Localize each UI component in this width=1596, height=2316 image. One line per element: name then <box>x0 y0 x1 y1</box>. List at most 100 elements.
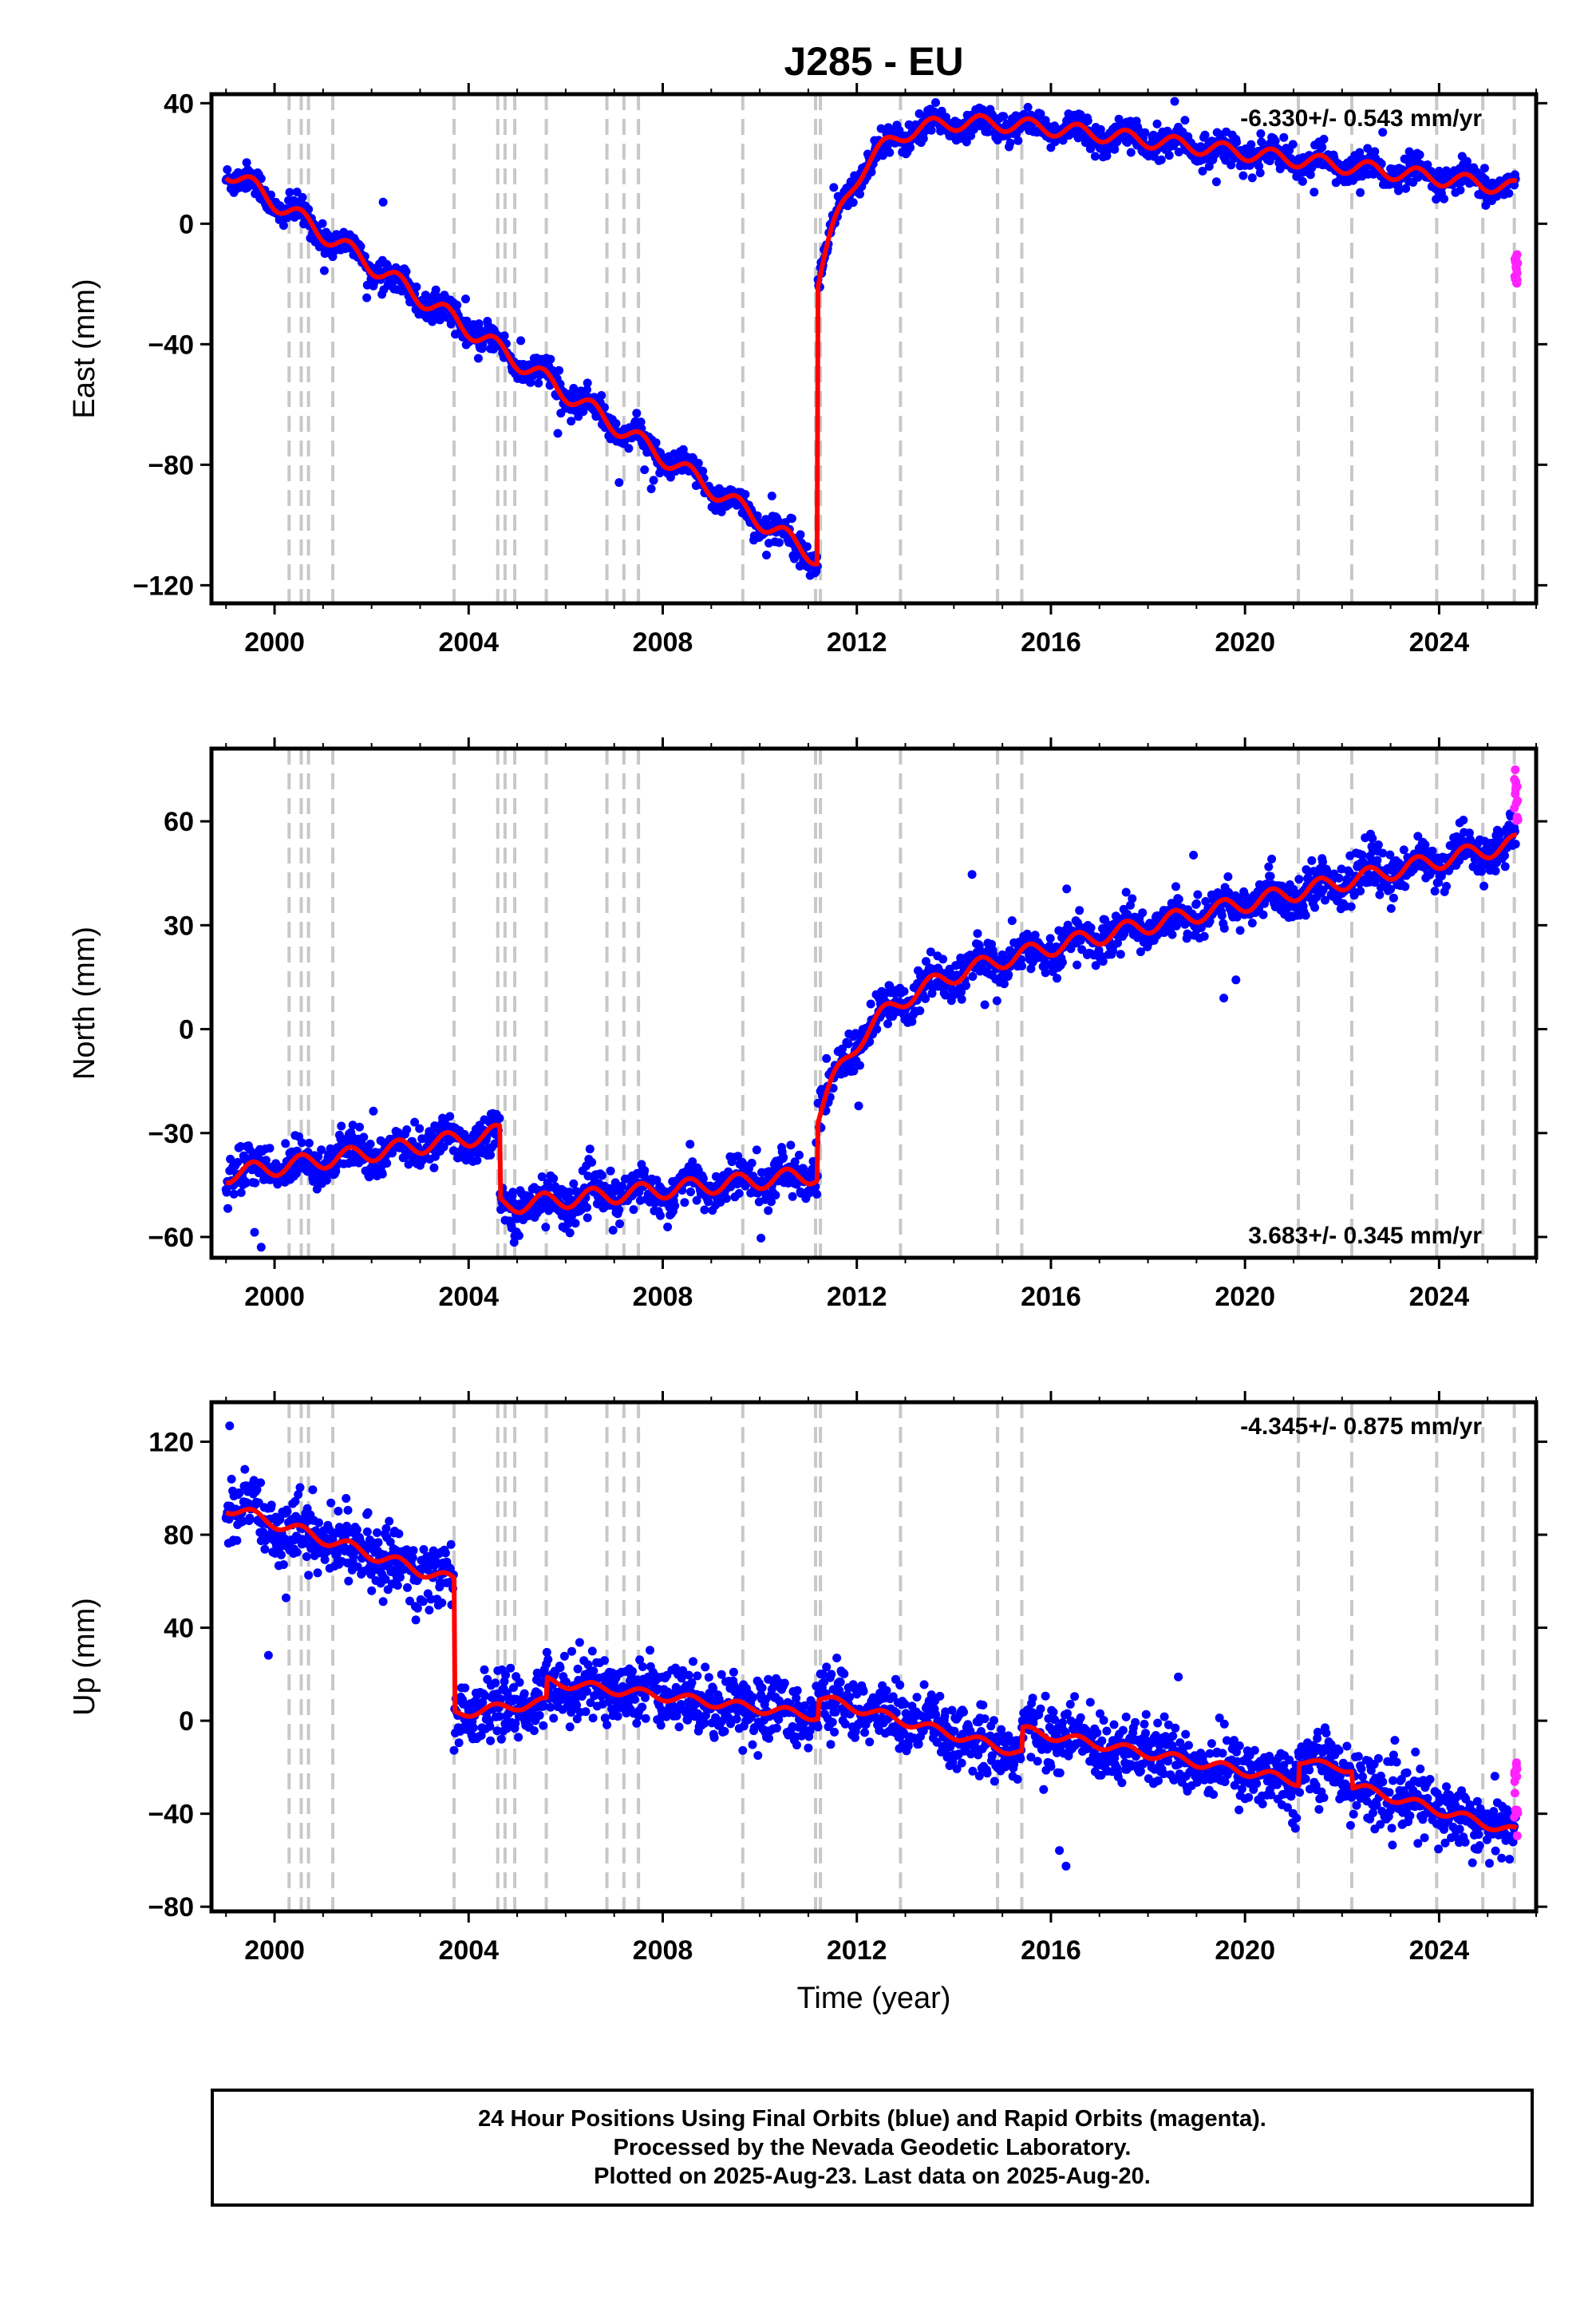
data-point <box>1247 173 1257 183</box>
data-point <box>1389 893 1398 903</box>
data-point <box>276 1550 286 1559</box>
data-point <box>1334 873 1344 883</box>
data-point <box>320 1555 330 1564</box>
data-point <box>1227 160 1236 170</box>
data-point <box>1126 148 1136 157</box>
east-y-axis-title: East (mm) <box>68 279 101 418</box>
data-point <box>926 125 936 135</box>
data-point <box>686 1188 695 1196</box>
rapid-point <box>1510 804 1519 813</box>
data-point <box>508 1188 518 1197</box>
data-point <box>412 283 421 291</box>
rapid-point <box>1510 775 1519 785</box>
data-point <box>411 1615 421 1625</box>
data-point <box>752 1145 761 1155</box>
data-point <box>565 1228 575 1238</box>
data-point <box>546 354 555 364</box>
data-point <box>812 1189 822 1199</box>
data-point <box>583 385 591 394</box>
data-point <box>1045 934 1055 943</box>
data-point <box>1023 102 1033 112</box>
x-tick-label: 2004 <box>438 627 499 658</box>
data-point <box>762 551 771 559</box>
data-point <box>1317 143 1327 152</box>
data-point <box>1279 132 1289 142</box>
data-point <box>1086 923 1096 932</box>
data-point <box>788 1192 797 1201</box>
x-tick-label: 2016 <box>1021 627 1081 658</box>
data-point <box>1098 957 1108 966</box>
north-rate-label: 3.683+/- 0.345 mm/yr <box>1248 1223 1482 1249</box>
data-point <box>611 419 621 429</box>
data-point <box>867 168 876 177</box>
data-point <box>292 188 302 197</box>
data-point <box>967 870 977 879</box>
x-tick-label: 2024 <box>1409 1282 1470 1312</box>
data-point <box>656 1211 665 1220</box>
data-point <box>1401 184 1411 193</box>
data-point <box>1062 884 1072 894</box>
data-point <box>848 198 858 207</box>
data-point <box>666 472 675 482</box>
data-point <box>395 1572 405 1582</box>
data-point <box>309 1176 318 1186</box>
model-line <box>224 113 1519 567</box>
data-point <box>583 1203 591 1212</box>
data-point <box>1378 128 1388 137</box>
data-point <box>962 981 970 990</box>
data-point <box>485 1721 495 1731</box>
rapid-point <box>1511 264 1521 274</box>
data-point <box>229 1189 239 1199</box>
data-point <box>337 1121 346 1131</box>
data-point <box>233 1157 243 1167</box>
data-point <box>685 1140 695 1149</box>
data-point <box>534 378 543 388</box>
data-point <box>295 1483 305 1492</box>
data-point <box>753 511 762 520</box>
data-point <box>700 1205 709 1215</box>
data-point <box>915 1006 925 1015</box>
data-point <box>1413 172 1423 182</box>
data-point <box>263 1650 273 1660</box>
data-point <box>302 1552 311 1561</box>
data-point <box>1223 872 1233 881</box>
data-point <box>680 1198 689 1207</box>
data-point <box>899 986 909 996</box>
data-point <box>1191 899 1201 908</box>
data-point <box>1479 881 1489 891</box>
data-point <box>282 1507 292 1516</box>
data-point <box>640 465 650 475</box>
data-point <box>256 1243 266 1252</box>
data-point <box>236 1188 246 1197</box>
data-point <box>632 409 642 418</box>
data-point <box>583 378 592 388</box>
data-point <box>649 476 658 485</box>
data-point <box>486 1736 496 1745</box>
data-point <box>385 1516 394 1526</box>
data-point <box>282 1593 290 1603</box>
data-point <box>1307 856 1317 865</box>
data-point <box>472 1156 482 1165</box>
data-point <box>1373 856 1382 865</box>
data-point <box>796 530 805 539</box>
data-point <box>764 1206 773 1215</box>
data-point <box>866 999 875 1009</box>
north-panel: 2000 2004 2008 2012 2016 2020 2024−60−3003060N… <box>68 737 1547 1312</box>
data-point <box>378 197 388 207</box>
north-y-axis-title: North (mm) <box>68 927 101 1080</box>
x-tick-label: 2016 <box>1021 1282 1081 1312</box>
data-point <box>1121 887 1131 897</box>
data-point <box>1138 908 1148 918</box>
data-point <box>1491 866 1500 875</box>
data-point <box>1005 138 1015 148</box>
data-point <box>326 1498 336 1508</box>
data-point <box>541 1223 551 1232</box>
data-point <box>587 1157 597 1167</box>
data-point <box>1386 903 1396 913</box>
data-point <box>597 391 606 400</box>
data-point <box>1246 140 1256 149</box>
data-point <box>1267 854 1277 864</box>
data-point <box>267 1500 276 1510</box>
x-tick-label: 2020 <box>1215 1282 1275 1312</box>
data-point <box>829 183 839 192</box>
